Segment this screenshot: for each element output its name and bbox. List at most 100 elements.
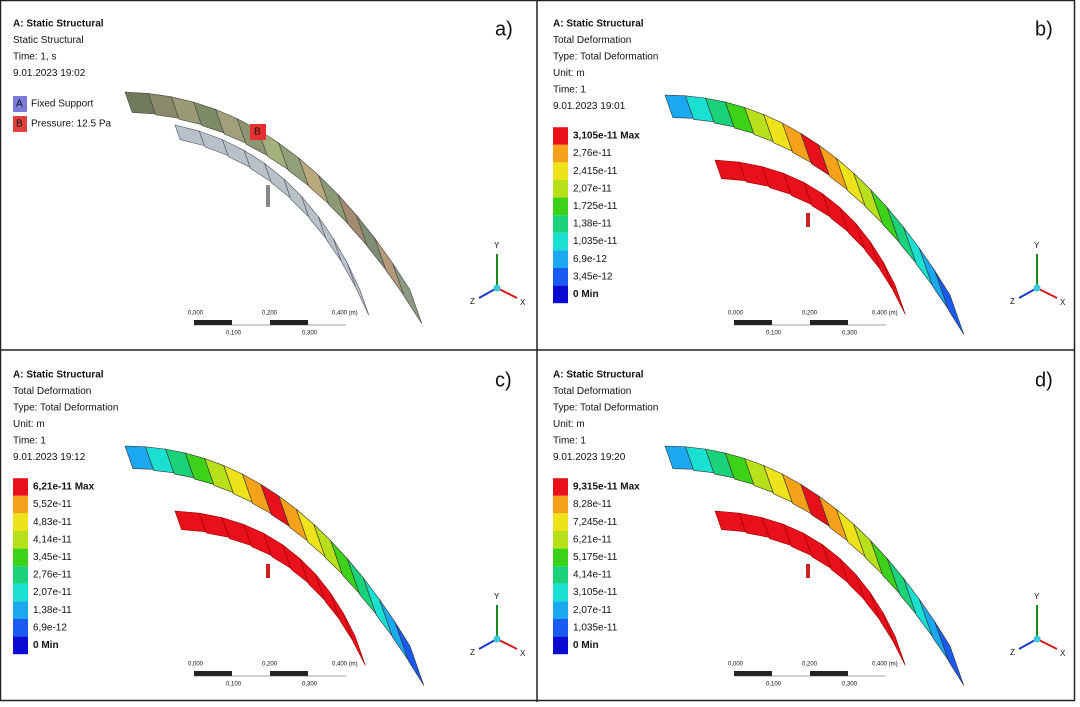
scale-label: 0,300 <box>302 331 318 337</box>
scale-label: 0,300 <box>842 682 858 688</box>
scale-bar <box>270 671 308 676</box>
legend-swatch <box>553 250 568 268</box>
legend-label: 6,21e-11 Max <box>33 482 95 493</box>
upper-leaf <box>934 270 965 335</box>
scale-bar <box>194 320 232 325</box>
legend-swatch <box>553 162 568 180</box>
header-line: Type: Total Deformation <box>13 403 118 414</box>
legend-label: 2,415e-11 <box>573 166 618 177</box>
scale-label: 0,400 (m) <box>872 311 898 317</box>
legend-swatch <box>553 144 568 163</box>
upper-leaf <box>934 621 965 686</box>
legend-swatch <box>13 583 28 602</box>
header-line: Time: 1 <box>553 85 586 96</box>
triad-origin <box>493 284 501 292</box>
panel: B A: Static Structural Static Structural Ti… <box>13 18 526 337</box>
legend-label: 1,38e-11 <box>573 219 612 230</box>
pressure-marker-label: B <box>254 127 261 138</box>
triad-axis <box>1036 287 1058 299</box>
legend-swatch <box>13 601 28 619</box>
triad-label: X <box>520 298 526 307</box>
support-key: B <box>16 119 23 130</box>
header-title: A: Static Structural <box>13 19 104 30</box>
header-line: Time: 1, s <box>13 52 57 63</box>
support-text: Fixed Support <box>31 99 93 110</box>
triad-label: Y <box>1034 592 1040 601</box>
legend-swatch <box>553 513 568 531</box>
scale-bar <box>810 671 848 676</box>
support-key: A <box>16 99 23 110</box>
legend-label: 9,315e-11 Max <box>573 482 640 493</box>
legend-label: 4,83e-11 <box>33 517 72 528</box>
legend-swatch <box>13 495 28 514</box>
shackle <box>806 564 810 578</box>
header-line: Unit: m <box>553 419 585 430</box>
legend-label: 5,175e-11 <box>573 552 618 563</box>
legend-label: 5,52e-11 <box>33 499 72 510</box>
legend-label: 3,105e-11 <box>573 587 618 598</box>
legend-label: 6,21e-11 <box>573 534 612 545</box>
legend-label: 2,07e-11 <box>573 183 612 194</box>
lower-leaf <box>347 263 370 316</box>
triad-label: X <box>520 649 526 658</box>
header-line: Time: 1 <box>553 436 586 447</box>
header-title: A: Static Structural <box>553 370 644 381</box>
legend-label: 2,07e-11 <box>33 587 72 598</box>
scale-label: 0,100 <box>226 682 242 688</box>
scale-label: 0,200 <box>802 311 818 317</box>
header-line: Unit: m <box>13 419 45 430</box>
pressure-marker <box>250 124 266 140</box>
triad-origin <box>1033 635 1041 643</box>
panel-label: d) <box>1035 369 1053 391</box>
legend-swatch <box>553 127 568 145</box>
triad-label: Z <box>1010 648 1015 657</box>
panel-label: a) <box>495 18 513 40</box>
legend-swatch <box>553 232 568 251</box>
triad-axis <box>496 638 518 650</box>
header-line: 9.01.2023 19:02 <box>13 68 86 79</box>
legend-swatch <box>553 619 568 637</box>
legend-swatch <box>553 583 568 602</box>
legend-label: 3,105e-11 Max <box>573 131 640 142</box>
legend-swatch <box>13 513 28 531</box>
legend-swatch <box>13 531 28 549</box>
support-key-box <box>13 116 27 132</box>
header-line: 9.01.2023 19:20 <box>553 452 626 463</box>
header-line: Time: 1 <box>13 436 46 447</box>
legend-label: 3,45e-11 <box>33 552 72 563</box>
header-title: A: Static Structural <box>553 19 644 30</box>
triad-label: Z <box>470 648 475 657</box>
panel-label: b) <box>1035 18 1053 40</box>
shackle <box>266 185 270 207</box>
header-title: A: Static Structural <box>13 370 104 381</box>
legend-swatch <box>553 478 568 496</box>
header-line: Unit: m <box>553 68 585 79</box>
scale-label: 0,000 <box>188 311 204 317</box>
legend-label: 6,9e-12 <box>573 254 607 265</box>
header-line: Type: Total Deformation <box>553 403 658 414</box>
lower-leaf <box>883 262 906 315</box>
legend-swatch <box>13 478 28 496</box>
scale-bar <box>810 320 848 325</box>
shackle <box>806 213 810 227</box>
triad-label: Y <box>494 592 500 601</box>
legend-swatch <box>553 566 568 584</box>
panel: A: Static Structural Total Deformation Typ… <box>553 369 1066 688</box>
scale-label: 0,000 <box>728 662 744 668</box>
header-line: Total Deformation <box>553 35 631 46</box>
legend-swatch <box>553 636 568 655</box>
panel: A: Static Structural Total Deformation Typ… <box>13 369 526 688</box>
legend-label: 7,245e-11 <box>573 517 618 528</box>
scale-label: 0,400 (m) <box>872 662 898 668</box>
triad-label: Z <box>1010 297 1015 306</box>
shackle <box>266 564 270 578</box>
legend-swatch <box>13 619 28 637</box>
scale-label: 0,100 <box>766 682 782 688</box>
legend-label: 0 Min <box>33 640 59 651</box>
header-line: 9.01.2023 19:01 <box>553 101 626 112</box>
legend-label: 1,035e-11 <box>573 622 618 633</box>
upper-leaf <box>394 621 425 686</box>
legend-swatch <box>553 285 568 304</box>
scale-label: 0,000 <box>188 662 204 668</box>
